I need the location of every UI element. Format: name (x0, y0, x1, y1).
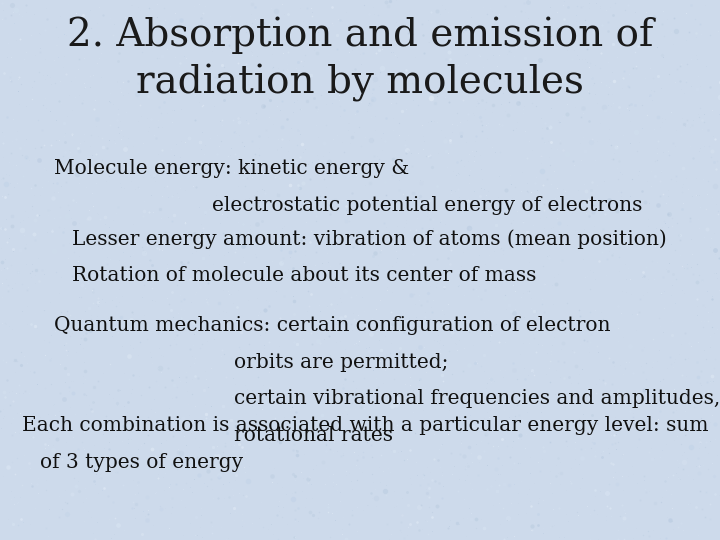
Text: Molecule energy: kinetic energy &: Molecule energy: kinetic energy & (54, 159, 409, 178)
Text: Lesser energy amount: vibration of atoms (mean position): Lesser energy amount: vibration of atoms… (72, 230, 667, 249)
Text: electrostatic potential energy of electrons: electrostatic potential energy of electr… (212, 196, 643, 215)
Text: orbits are permitted;: orbits are permitted; (234, 353, 449, 372)
Text: Rotation of molecule about its center of mass: Rotation of molecule about its center of… (72, 266, 536, 285)
Text: rotational rates: rotational rates (234, 426, 393, 445)
Text: Quantum mechanics: certain configuration of electron: Quantum mechanics: certain configuration… (54, 316, 611, 335)
Text: Each combination is associated with a particular energy level: sum: Each combination is associated with a pa… (22, 416, 708, 435)
Text: of 3 types of energy: of 3 types of energy (40, 453, 243, 471)
Text: certain vibrational frequencies and amplitudes,: certain vibrational frequencies and ampl… (234, 389, 720, 408)
Text: 2. Absorption and emission of
radiation by molecules: 2. Absorption and emission of radiation … (67, 16, 653, 102)
